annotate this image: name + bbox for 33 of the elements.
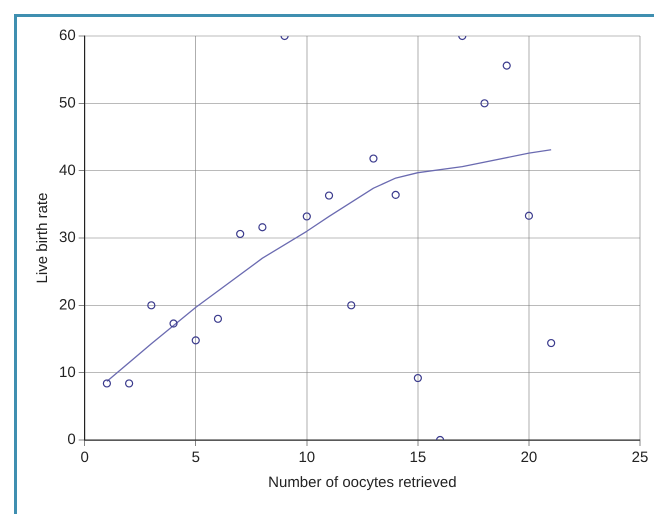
point — [125, 379, 134, 388]
point — [502, 62, 511, 70]
point — [258, 223, 266, 232]
point — [547, 338, 556, 348]
x-tick-label: 5 — [192, 449, 200, 466]
x-tick-label: 20 — [520, 449, 538, 466]
point — [192, 336, 200, 344]
y-tick-label: 30 — [58, 229, 76, 246]
x-axis-title: Number of oocytes retrieved — [268, 474, 457, 492]
y-axis-title: Live birth rate — [34, 192, 52, 284]
x-tick-label: 15 — [410, 449, 426, 466]
point — [102, 379, 111, 388]
x-tick-label: 25 — [632, 449, 648, 466]
y-tick-label: 50 — [58, 94, 76, 112]
point — [524, 212, 534, 220]
y-tick-label: 10 — [58, 364, 76, 381]
point — [302, 212, 311, 221]
point — [236, 230, 244, 238]
point — [414, 374, 422, 382]
y-tick-label: 40 — [58, 162, 76, 179]
x-tick-label: 0 — [80, 449, 89, 466]
point — [169, 319, 178, 328]
point — [392, 190, 400, 200]
y-tick-label: 60 — [58, 27, 76, 44]
point — [147, 301, 156, 310]
x-tick-label: 10 — [298, 449, 316, 466]
point — [369, 154, 378, 163]
point — [324, 191, 334, 200]
point — [347, 301, 356, 310]
y-tick-label: 0 — [67, 431, 76, 448]
y-tick-label: 20 — [58, 296, 76, 314]
point — [480, 99, 489, 108]
point — [214, 314, 222, 323]
